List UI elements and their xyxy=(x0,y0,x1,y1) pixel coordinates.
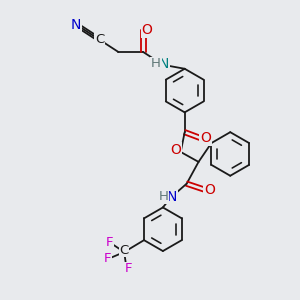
Text: N: N xyxy=(167,190,177,204)
Text: C: C xyxy=(120,244,129,256)
Text: O: O xyxy=(200,131,211,145)
Text: N: N xyxy=(159,57,169,71)
Text: H: H xyxy=(151,57,161,70)
Text: F: F xyxy=(103,253,111,266)
Text: F: F xyxy=(106,236,113,249)
Text: H: H xyxy=(159,190,169,203)
Text: O: O xyxy=(142,23,152,37)
Text: O: O xyxy=(170,143,181,157)
Text: N: N xyxy=(70,18,81,32)
Text: C: C xyxy=(95,32,104,46)
Text: O: O xyxy=(204,183,215,196)
Text: F: F xyxy=(124,262,132,275)
